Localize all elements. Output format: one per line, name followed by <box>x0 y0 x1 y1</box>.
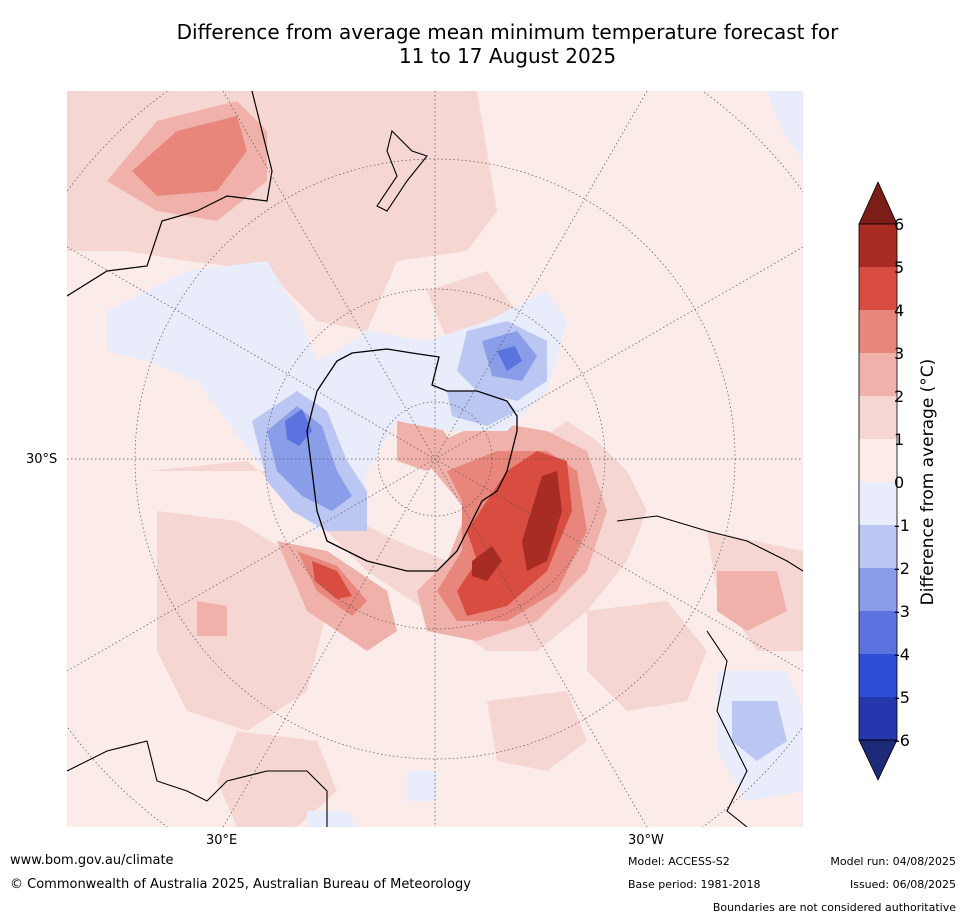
chart-title: Difference from average mean minimum tem… <box>80 20 935 68</box>
colorbar-tick: -4 <box>894 645 910 664</box>
colorbar-tick: 6 <box>894 215 905 234</box>
colorbar-tick: -2 <box>894 559 910 578</box>
colorbar-bin-minus5-to-minus4 <box>859 654 897 697</box>
antarctica-coastline <box>306 348 518 572</box>
colorbar-bin-0-to-1 <box>859 439 897 482</box>
colorbar-bin-4-to-5 <box>859 267 897 310</box>
title-line-2: 11 to 17 August 2025 <box>398 44 617 68</box>
colorbar: 6 5 4 3 2 1 0 -1 -2 -3 -4 -5 -6 <box>850 180 965 790</box>
australia-coastline <box>67 91 273 297</box>
footer-url: www.bom.gov.au/climate <box>10 853 174 868</box>
colorbar-tick: -6 <box>894 731 910 750</box>
colorbar-label: Difference from average (°C) <box>918 358 938 606</box>
colorbar-tick: -3 <box>894 602 910 621</box>
colorbar-over-arrow <box>858 181 898 225</box>
colorbar-bin-3-to-4 <box>859 310 897 353</box>
footer-model-run: Model run: 04/08/2025 <box>830 855 956 868</box>
footer-model: Model: ACCESS-S2 <box>628 855 730 868</box>
anomaly-region-minus4-to-minus3 <box>285 346 522 446</box>
colorbar-tick: -1 <box>894 516 910 535</box>
lat-label-30s: 30°S <box>26 452 58 467</box>
colorbar-bin-minus4-to-minus3 <box>859 611 897 654</box>
colorbar-bin-minus2-to-minus1 <box>859 525 897 568</box>
colorbar-bin-minus3-to-minus2 <box>859 568 897 611</box>
footer-copyright: © Commonwealth of Australia 2025, Austra… <box>10 877 471 892</box>
temperature-anomaly-map <box>67 91 803 827</box>
footer-issued: Issued: 06/08/2025 <box>849 878 956 891</box>
colorbar-bin-minus6-to-minus5 <box>859 697 897 740</box>
colorbar-bin-minus1-to-0 <box>859 482 897 525</box>
colorbar-tick: -5 <box>894 688 910 707</box>
map-svg <box>67 91 803 827</box>
colorbar-bin-5-to-6 <box>859 224 897 267</box>
lon-label-30w: 30°W <box>628 833 664 848</box>
graticule <box>67 91 803 827</box>
colorbar-bin-2-to-3 <box>859 353 897 396</box>
south-america-coastline <box>616 515 803 827</box>
colorbar-tick: 2 <box>894 387 905 406</box>
africa-coastline <box>67 740 328 827</box>
colorbar-under-arrow <box>858 739 898 781</box>
title-line-1: Difference from average mean minimum tem… <box>176 20 839 44</box>
colorbar-bin-1-to-2 <box>859 396 897 439</box>
colorbar-tick: 1 <box>894 430 905 449</box>
colorbar-tick: 4 <box>894 301 905 320</box>
colorbar-tick: 3 <box>894 344 905 363</box>
colorbar-tick: 0 <box>894 473 905 492</box>
footer-disclaimer: Boundaries are not considered authoritat… <box>712 901 956 914</box>
footer-base-period: Base period: 1981-2018 <box>628 878 761 891</box>
colorbar-svg <box>858 181 898 781</box>
new-zealand-coastline <box>376 129 428 212</box>
colorbar-tick: 5 <box>894 258 905 277</box>
lon-label-30e: 30°E <box>206 833 238 848</box>
